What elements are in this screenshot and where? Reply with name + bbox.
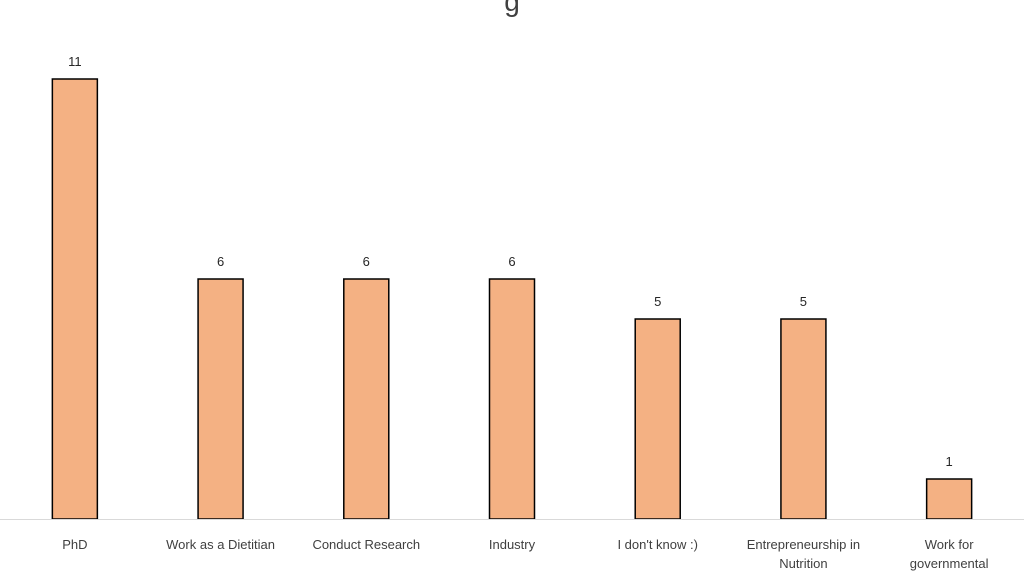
bar <box>780 318 827 520</box>
x-tick-label: Entrepreneurship in Nutrition <box>747 537 860 571</box>
x-tick-label: Conduct Research <box>312 537 420 552</box>
data-label: 5 <box>654 294 661 309</box>
data-label: 11 <box>68 54 82 69</box>
bar <box>197 278 244 520</box>
x-tick-label: I don't know :) <box>617 537 698 552</box>
x-tick-label: Work as a Dietitian <box>166 537 275 552</box>
data-label: 6 <box>217 254 224 269</box>
x-tick-label: Work for governmental <box>910 537 989 571</box>
bar <box>343 278 390 520</box>
bar <box>925 478 973 520</box>
x-tick-label: Industry <box>489 537 536 552</box>
bar <box>488 278 536 520</box>
bar <box>634 318 681 520</box>
data-label: 1 <box>946 454 953 469</box>
data-label: 6 <box>363 254 370 269</box>
chart-title: g <box>504 0 520 17</box>
data-label: 5 <box>800 294 807 309</box>
data-label: 6 <box>508 254 515 269</box>
bar <box>51 78 99 520</box>
x-tick-label: PhD <box>62 537 87 552</box>
